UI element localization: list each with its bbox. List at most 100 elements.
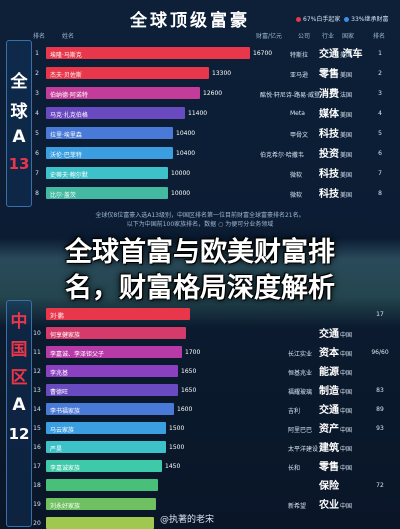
industry: 交通 汽车 <box>319 49 363 60</box>
bar-mark <box>46 422 166 434</box>
header-industry: 行业 <box>322 33 335 40</box>
bar-name: 李兆基 <box>50 370 69 377</box>
legend-dot-a <box>296 17 301 22</box>
company: 阿里巴巴 <box>288 427 313 434</box>
country: 中国 <box>340 332 353 339</box>
industry: 媒体 <box>319 109 339 120</box>
row-number: 7 <box>35 170 39 177</box>
row-number: 8 <box>35 190 39 197</box>
bar-mark <box>46 517 154 529</box>
tier-char: 12 <box>8 425 30 443</box>
company: 微软 <box>290 192 303 199</box>
row-number: 12 <box>33 368 41 375</box>
industry: 制造 <box>319 386 339 397</box>
industry: 科技 <box>319 129 339 140</box>
tier-panel-a: 全 球 A 13 <box>6 40 32 207</box>
row-number: 16 <box>33 444 41 451</box>
legend-dot-b <box>344 17 350 22</box>
bar-value: 1450 <box>165 463 181 470</box>
bar-mark <box>46 47 250 59</box>
header-wealth: 财富/亿元 <box>256 33 283 40</box>
bar-mark <box>46 107 185 119</box>
bar-value: 1500 <box>169 425 185 432</box>
rank: 5 <box>378 130 382 137</box>
header-country: 国家 <box>342 33 355 40</box>
bar-value: 10000 <box>171 170 191 177</box>
bar-name: 刘永好家族 <box>50 503 81 510</box>
rank: 17 <box>376 311 384 318</box>
row-number: 4 <box>35 110 39 117</box>
rank: 93 <box>376 425 384 432</box>
company: 酩悦·轩尼诗-路易·威登 <box>260 92 320 99</box>
row-number: 1 <box>35 50 39 57</box>
bar-value: 13300 <box>212 70 232 77</box>
bar-value: 16700 <box>253 50 273 57</box>
industry: 交通 <box>319 329 339 340</box>
row-number: 10 <box>33 330 41 337</box>
country: 美国 <box>340 192 353 199</box>
bar-name: 曹德旺 <box>50 389 69 396</box>
bar-mark <box>46 384 178 396</box>
bar-name: 史蒂夫·鲍尔默 <box>50 172 88 179</box>
header-company: 公司 <box>298 33 311 40</box>
bar-mark <box>46 460 162 472</box>
bar-name: 刘·鹏 <box>50 313 64 320</box>
industry: 零售 <box>319 69 339 80</box>
bar-mark <box>46 498 156 510</box>
row-number: 15 <box>33 425 41 432</box>
bar-value: 1650 <box>181 368 197 375</box>
row-number: 20 <box>33 520 41 527</box>
country: 中国 <box>340 351 353 358</box>
bar-value: 12600 <box>203 90 223 97</box>
rank: 8 <box>378 190 382 197</box>
rank: 7 <box>378 170 382 177</box>
bar-value: 1500 <box>169 444 185 451</box>
bar-mark <box>46 308 190 320</box>
tier-panel-b: 中 国 区 A 12 <box>6 300 32 527</box>
company: 长和 <box>288 465 301 472</box>
company: 新希望 <box>288 503 307 510</box>
country: 中国 <box>340 427 353 434</box>
bar-mark <box>46 147 173 159</box>
rank: 4 <box>378 110 382 117</box>
company: 恒基兆业 <box>288 370 313 377</box>
industry: 交通 <box>319 405 339 416</box>
company: 福耀玻璃 <box>288 389 313 396</box>
header-rank: 排名 <box>373 33 386 40</box>
page-title: 全球顶级富豪 <box>130 11 250 31</box>
legend-label-a: 67%白手起家 <box>303 16 341 23</box>
company: 亚马逊 <box>290 72 309 79</box>
row-number: 13 <box>33 387 41 394</box>
industry: 投资 <box>319 149 339 160</box>
bar-mark <box>46 167 168 179</box>
industry: 科技 <box>319 189 339 200</box>
row-number: 2 <box>35 70 39 77</box>
row-number: 6 <box>35 150 39 157</box>
bar-value: 11400 <box>188 110 208 117</box>
bar-value: 10000 <box>171 190 191 197</box>
tier-char: 球 <box>10 102 28 122</box>
header-no: 排名 <box>33 33 46 40</box>
rank: 96/60 <box>371 349 389 356</box>
bar-value: 10400 <box>176 130 196 137</box>
tier-char: A <box>12 395 26 415</box>
company: 太平洋建设 <box>288 446 319 453</box>
note-b: 以下为中国前100家族排名，数据 ○ 为便可分业务领域 <box>126 221 274 228</box>
bar-mark <box>46 187 168 199</box>
bar-value: 1700 <box>185 349 201 356</box>
company: 微软 <box>290 172 303 179</box>
bar-mark <box>46 127 173 139</box>
bar-name: 李嘉诚、李泽钜父子 <box>50 351 105 358</box>
company: 特斯拉 <box>290 52 309 59</box>
industry: 农业 <box>319 500 339 511</box>
tier-char: 国 <box>10 340 28 360</box>
company: Meta <box>290 110 305 117</box>
bar-name: 严昊 <box>50 446 63 453</box>
company: 长江实业 <box>288 351 313 358</box>
industry: 消费 <box>319 89 339 100</box>
industry: 资本 <box>319 348 339 359</box>
company: 伯克希尔·哈撒韦 <box>260 152 304 159</box>
bar-value: 1600 <box>177 406 193 413</box>
industry: 建筑 <box>319 443 339 454</box>
industry: 零售 <box>319 462 339 473</box>
